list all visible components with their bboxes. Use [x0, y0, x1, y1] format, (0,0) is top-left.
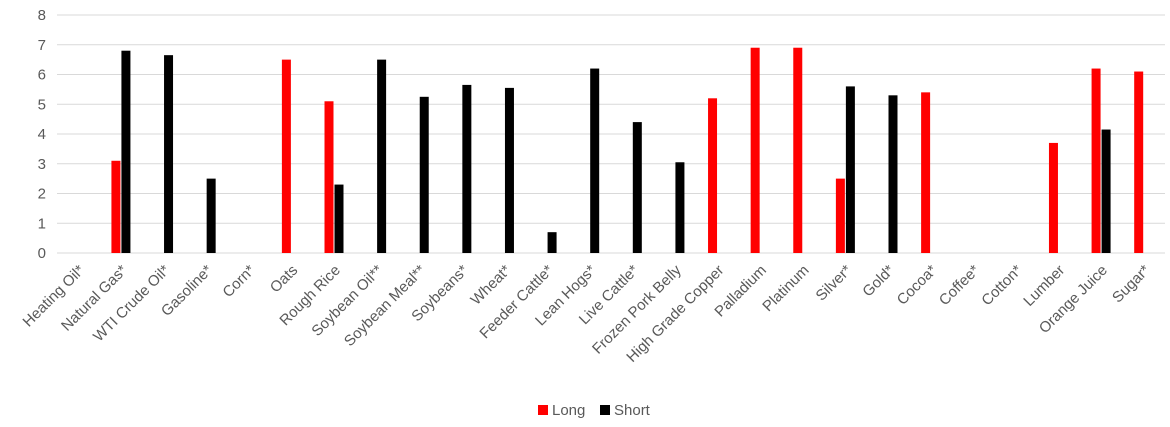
x-category-label: Corn*	[219, 262, 258, 301]
x-category-label: Silver*	[813, 262, 856, 305]
legend-label-long: Long	[552, 402, 585, 419]
bar-short	[1101, 129, 1111, 253]
bar-short	[377, 59, 387, 253]
x-category-label: Oats	[267, 262, 301, 296]
bar-long	[750, 47, 760, 253]
bar-short	[845, 86, 855, 254]
x-category-label: Sugar*	[1109, 262, 1154, 307]
legend-swatch-long	[538, 405, 548, 415]
bar-short	[888, 95, 898, 253]
gridlines	[57, 14, 1165, 254]
legend: Long Short	[538, 402, 651, 419]
bar-short	[632, 122, 642, 253]
y-tick-label: 2	[38, 186, 46, 203]
y-tick-label: 7	[38, 37, 46, 54]
x-category-label: Feeder Cattle*	[476, 262, 557, 343]
x-category-label: Platinum	[759, 262, 812, 315]
bar-long	[1048, 142, 1058, 253]
y-tick-label: 4	[38, 126, 46, 143]
bar-short	[419, 96, 429, 253]
y-tick-label: 3	[38, 156, 46, 173]
bar-short	[164, 55, 174, 253]
legend-label-short: Short	[614, 402, 651, 419]
bar-short	[121, 50, 131, 254]
bar-short	[206, 178, 216, 253]
x-axis-labels: Heating Oil*Natural Gas*WTI Crude Oil*Ga…	[20, 261, 1154, 365]
bar-long	[281, 59, 291, 253]
bar-long	[708, 98, 718, 253]
bar-short	[590, 68, 600, 253]
bar-short	[675, 162, 685, 253]
bar-short	[547, 232, 557, 253]
y-tick-label: 1	[38, 215, 46, 232]
y-axis-ticks: 0 1 2 3 4 5 6 7 8	[38, 7, 46, 262]
x-category-label: Cotton*	[978, 262, 1026, 310]
y-tick-label: 0	[38, 245, 46, 262]
bar-long	[835, 178, 845, 253]
x-category-label: Gold*	[859, 262, 898, 301]
bar-short	[334, 184, 344, 253]
bars	[111, 47, 1144, 254]
bar-short	[504, 87, 514, 253]
y-tick-label: 6	[38, 67, 46, 84]
y-tick-label: 8	[38, 7, 46, 24]
bar-long	[921, 92, 931, 253]
bar-short	[462, 84, 472, 253]
y-tick-label: 5	[38, 96, 46, 113]
legend-swatch-short	[600, 405, 610, 415]
bar-long	[793, 47, 803, 253]
bar-long	[324, 101, 334, 254]
bar-long	[1091, 68, 1101, 253]
x-category-label: Coffee*	[936, 262, 983, 309]
bar-long	[1134, 71, 1144, 254]
x-category-label: Cocoa*	[894, 262, 941, 309]
bar-long	[111, 160, 121, 253]
